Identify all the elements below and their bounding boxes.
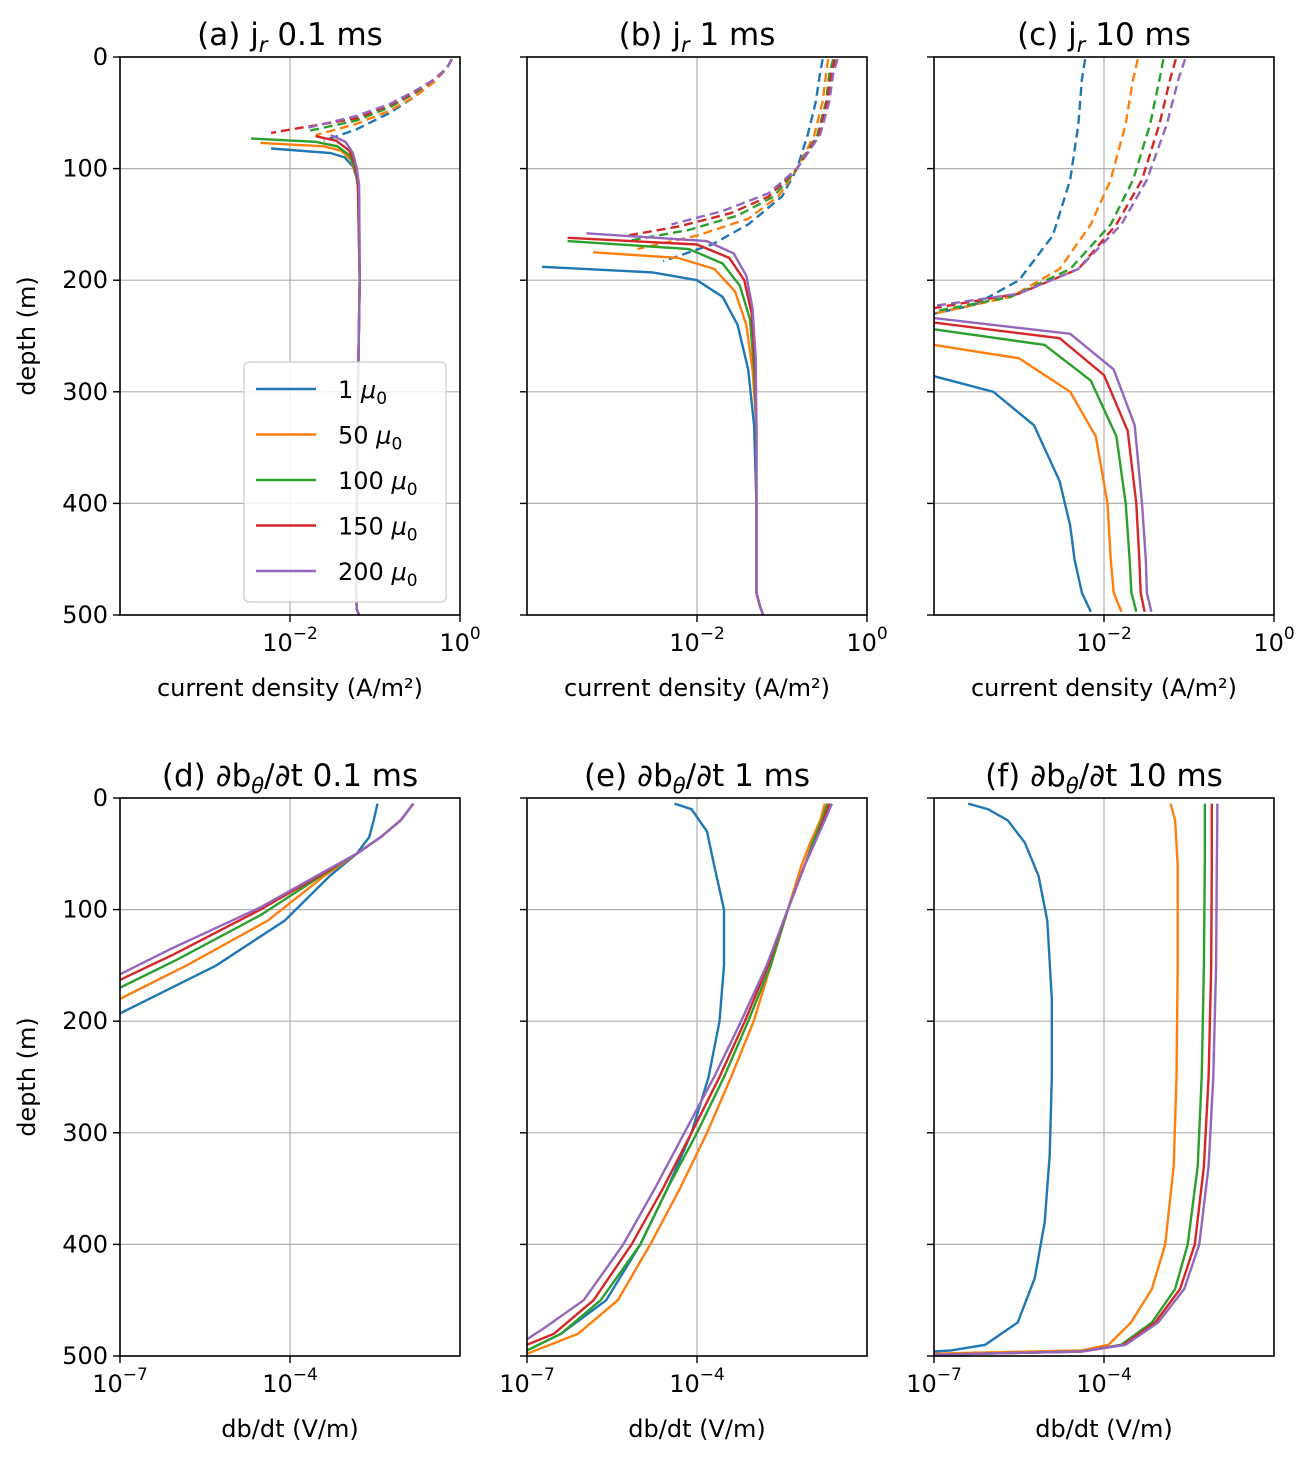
y-tick-label: 500 <box>62 601 108 629</box>
x-tick-label: 10−4 <box>669 1365 725 1398</box>
series-line-0 <box>934 802 1054 1353</box>
panel-e: 10−7 10−4 (e) ∂bθ/∂t 1 ms db/dt (V/m) <box>499 758 868 1443</box>
x-tick-label: 10−2 <box>1076 624 1132 657</box>
y-tick-label: 500 <box>62 1342 108 1370</box>
series-line-dashed-4 <box>304 58 453 130</box>
y-tick-label: 400 <box>62 489 108 517</box>
series-line-2 <box>934 328 1138 612</box>
series-line-4 <box>934 316 1153 612</box>
series-line-2 <box>934 803 1207 1356</box>
y-tick-label: 200 <box>62 1007 108 1035</box>
legend-label: 200 μ0 <box>338 558 418 591</box>
y-axis-label: depth (m) <box>13 276 41 396</box>
series-line-3 <box>527 803 831 1346</box>
x-tick-label: 10−7 <box>906 1365 962 1398</box>
series-line-3 <box>567 236 765 615</box>
panel-a: 0 100 200 300 400 500 10−2 100 (a) jr 0.1 ms curr… <box>13 17 481 702</box>
x-tick-label: 10−4 <box>1076 1365 1132 1398</box>
x-axis-label: current density (A/m²) <box>157 674 423 702</box>
y-tick-label: 0 <box>93 43 108 71</box>
legend-label: 50 μ0 <box>338 422 402 455</box>
x-tick-label: 10−2 <box>262 624 318 657</box>
panel-c: 10−2 100 (c) jr 10 ms current density (A/m²… <box>927 17 1295 702</box>
legend-label: 150 μ0 <box>338 513 418 546</box>
x-tick-label: 100 <box>1253 624 1294 657</box>
series-line-dashed-1 <box>315 58 453 137</box>
legend-label: 1 μ0 <box>338 376 387 409</box>
series-line-1 <box>593 251 765 615</box>
x-tick-label: 10−4 <box>262 1365 318 1398</box>
series-line-1 <box>934 343 1123 613</box>
series-line-4 <box>934 803 1219 1356</box>
series-line-dashed-2 <box>934 58 1165 313</box>
x-axis-label: current density (A/m²) <box>971 674 1237 702</box>
legend-label: 100 μ0 <box>338 467 418 500</box>
y-tick-label: 100 <box>62 896 108 924</box>
series-line-dashed-0 <box>323 58 453 142</box>
x-axis-label: current density (A/m²) <box>564 674 830 702</box>
series-line-0 <box>120 803 379 1015</box>
series-line-dashed-3 <box>934 58 1177 310</box>
y-axis-label: depth (m) <box>13 1017 41 1137</box>
series-line-dashed-4 <box>671 58 839 226</box>
series-line-4 <box>120 802 415 976</box>
panel-title: (a) jr 0.1 ms <box>197 17 383 57</box>
x-tick-label: 100 <box>439 624 480 657</box>
y-tick-label: 400 <box>62 1230 108 1258</box>
series-line-3 <box>934 803 1214 1356</box>
series-line-2 <box>567 239 765 615</box>
panel-title: (c) jr 10 ms <box>1017 17 1191 57</box>
y-tick-label: 300 <box>62 378 108 406</box>
series-line-4 <box>586 232 765 615</box>
x-tick-label: 10−7 <box>499 1365 555 1398</box>
series-line-dashed-2 <box>309 58 453 132</box>
y-tick-label: 0 <box>93 784 108 812</box>
panel-b: 10−2 100 (b) jr 1 ms current density (A/m²) <box>520 17 888 702</box>
series-line-dashed-1 <box>637 59 830 251</box>
panel-title: (d) ∂bθ/∂t 0.1 ms <box>162 758 418 798</box>
y-tick-label: 300 <box>62 1119 108 1147</box>
y-tick-label: 100 <box>62 155 108 183</box>
series-line-2 <box>527 803 829 1352</box>
series-line-3 <box>934 321 1146 612</box>
y-tick-label: 200 <box>62 266 108 294</box>
series-line-1 <box>934 803 1179 1355</box>
panel-title: (b) jr 1 ms <box>619 17 776 57</box>
series-line-0 <box>527 802 726 1352</box>
series-line-4 <box>527 803 834 1341</box>
series-line-1 <box>527 803 826 1355</box>
panel-f: 10−7 10−4 (f) ∂bθ/∂t 10 ms db/dt (V/m) <box>906 758 1275 1443</box>
x-tick-label: 100 <box>846 624 887 657</box>
panel-title: (e) ∂bθ/∂t 1 ms <box>584 758 810 798</box>
series-line-0 <box>541 265 765 615</box>
series-line-dashed-4 <box>934 58 1187 308</box>
panel-title: (f) ∂bθ/∂t 10 ms <box>985 758 1223 798</box>
x-tick-label: 10−2 <box>669 624 725 657</box>
series-line-dashed-1 <box>934 58 1139 315</box>
legend-frame <box>243 361 447 603</box>
x-axis-label: db/dt (V/m) <box>221 1415 358 1443</box>
x-axis-label: db/dt (V/m) <box>1035 1415 1172 1443</box>
legend: 1 μ0 50 μ0 100 μ0 150 μ0 200 μ0 <box>243 361 447 603</box>
x-axis-label: db/dt (V/m) <box>628 1415 765 1443</box>
series-line-0 <box>934 375 1092 613</box>
x-tick-label: 10−7 <box>92 1365 148 1398</box>
